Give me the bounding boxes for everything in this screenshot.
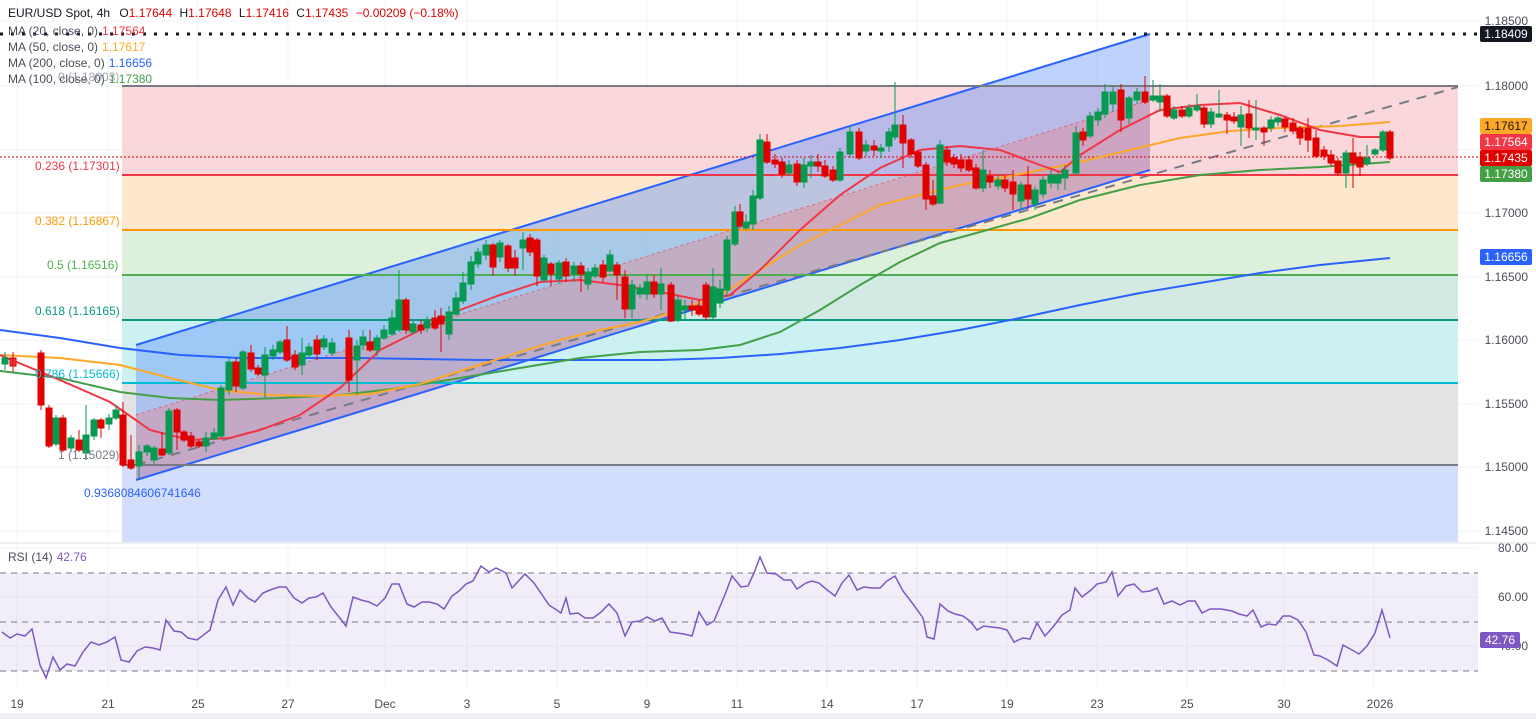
date-label: 5 bbox=[553, 697, 561, 711]
close-value: 1.17435 bbox=[304, 6, 349, 20]
ma200-label: MA (200, close, 0) bbox=[8, 56, 105, 70]
price-tick: 1.16000 bbox=[1484, 333, 1528, 347]
rsi-line bbox=[1, 555, 1391, 681]
rsi-tick: 80.00 bbox=[1497, 541, 1528, 555]
rsi-legend[interactable]: RSI (14) 42.76 bbox=[8, 550, 87, 565]
date-label: Dec bbox=[374, 697, 396, 711]
price-tick: 1.16500 bbox=[1484, 270, 1528, 284]
ma20-value: 1.17564 bbox=[102, 24, 146, 38]
last-price-tag: 1.17435 bbox=[1480, 150, 1532, 166]
ma100-value: 1.17380 bbox=[108, 72, 153, 86]
close-label: C bbox=[296, 6, 305, 20]
horizontal-line-tag: 1.18409 bbox=[1480, 26, 1532, 42]
candlesticks bbox=[1, 76, 1394, 478]
ma200-legend[interactable]: MA (200, close, 0) 1.16656 bbox=[8, 56, 152, 71]
ma100-legend[interactable]: MA (100, close, 0) 1.17380 bbox=[8, 72, 152, 87]
low-value: 1.17416 bbox=[245, 6, 289, 20]
fib-label-0618: 0.618 (1.16165) bbox=[35, 304, 120, 318]
ma20-legend[interactable]: MA (20, close, 0) 1.17564 bbox=[8, 24, 145, 39]
ma100-tag: 1.17380 bbox=[1480, 166, 1532, 182]
date-label: 21 bbox=[101, 697, 115, 711]
ma50-label: MA (50, close, 0) bbox=[8, 40, 99, 54]
rsi-pane bbox=[0, 547, 1478, 681]
fib-label-05: 0.5 (1.16516) bbox=[47, 258, 119, 272]
rsi-label: RSI (14) bbox=[8, 550, 53, 564]
date-label: 9 bbox=[643, 697, 651, 711]
bottom-border bbox=[0, 713, 1536, 719]
fib-label-0236: 0.236 (1.17301) bbox=[35, 159, 120, 173]
rsi-value: 42.76 bbox=[56, 550, 87, 564]
date-label: 3 bbox=[463, 697, 471, 711]
fib-label-0: 0 (1.18003) bbox=[58, 70, 120, 84]
symbol-legend: EUR/USD Spot, 4h O1.17644 H1.17648 L1.17… bbox=[8, 6, 458, 21]
channel-ratio-label: 0.9368084606741646 bbox=[84, 486, 201, 500]
ma50-tag: 1.17617 bbox=[1480, 118, 1532, 134]
date-label: 14 bbox=[820, 697, 834, 711]
ma100-line bbox=[0, 161, 1391, 402]
rsi-tag: 42.76 bbox=[1480, 632, 1520, 648]
ma50-legend[interactable]: MA (50, close, 0) 1.17617 bbox=[8, 40, 145, 55]
ma200-value: 1.16656 bbox=[108, 56, 153, 70]
price-tick: 1.15000 bbox=[1484, 460, 1528, 474]
rsi-tick: 60.00 bbox=[1497, 590, 1528, 604]
fib-label-1: 1 (1.15029) bbox=[58, 448, 120, 462]
date-label: 11 bbox=[730, 697, 744, 711]
ma200-line bbox=[0, 257, 1391, 361]
fib-retracement-bands bbox=[122, 86, 1458, 542]
date-label: 30 bbox=[1277, 697, 1291, 711]
date-label: 19 bbox=[10, 697, 24, 711]
price-tick: 1.15500 bbox=[1484, 397, 1528, 411]
ma100-label: MA (100, close, 0) bbox=[8, 72, 105, 86]
fib-label-0382: 0.382 (1.16867) bbox=[35, 214, 120, 228]
date-label: 2026 bbox=[1366, 697, 1394, 711]
ma20-tag: 1.17564 bbox=[1480, 134, 1532, 150]
date-label: 27 bbox=[281, 697, 295, 711]
price-tick: 1.14500 bbox=[1484, 524, 1528, 538]
symbol-title: EUR/USD Spot, 4h bbox=[8, 6, 111, 20]
ma200-tag: 1.16656 bbox=[1480, 249, 1532, 265]
price-tick: 1.18000 bbox=[1484, 79, 1528, 93]
price-tick: 1.17000 bbox=[1484, 206, 1528, 220]
high-label: H bbox=[179, 6, 189, 20]
change-value: −0.00209 (−0.18%) bbox=[355, 6, 459, 20]
fib-label-0786: 0.786 (1.15666) bbox=[35, 367, 120, 381]
open-value: 1.17644 bbox=[128, 6, 173, 20]
ma20-label: MA (20, close, 0) bbox=[8, 24, 99, 38]
date-label: 19 bbox=[1000, 697, 1014, 711]
high-value: 1.17648 bbox=[188, 6, 232, 20]
price-tick: 1.18500 bbox=[1484, 14, 1528, 28]
date-label: 17 bbox=[910, 697, 924, 711]
date-label: 25 bbox=[1180, 697, 1194, 711]
low-label: L bbox=[238, 6, 246, 20]
date-label: 23 bbox=[1090, 697, 1104, 711]
date-label: 25 bbox=[191, 697, 205, 711]
ma50-value: 1.17617 bbox=[102, 40, 146, 54]
open-label: O bbox=[119, 6, 129, 20]
